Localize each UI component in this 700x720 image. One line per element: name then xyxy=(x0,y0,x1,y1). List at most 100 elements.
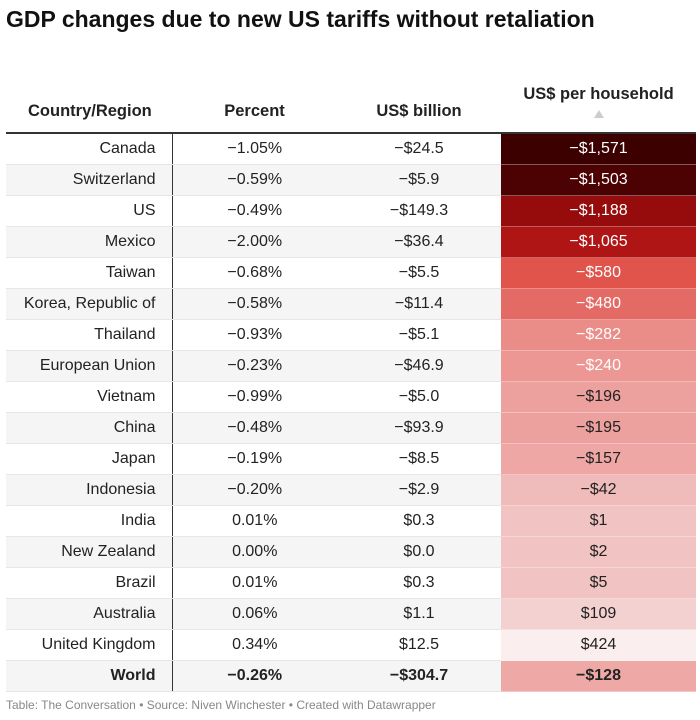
cell-billion: $0.3 xyxy=(337,505,501,537)
table-row: Thailand −0.93% −$5.1 −$282 xyxy=(6,319,696,351)
cell-household: −$42 xyxy=(501,474,696,506)
cell-household: −$157 xyxy=(501,443,696,475)
table-row: Brazil 0.01% $0.3 $5 xyxy=(6,567,696,599)
cell-country: Thailand xyxy=(6,319,173,351)
cell-country: US xyxy=(6,195,173,227)
cell-billion: −$24.5 xyxy=(337,133,501,165)
footer-credits: Table: The Conversation • Source: Niven … xyxy=(6,698,436,712)
cell-billion: −$304.7 xyxy=(337,660,501,692)
table-row: Taiwan −0.68% −$5.5 −$580 xyxy=(6,257,696,289)
cell-billion: −$5.0 xyxy=(337,381,501,413)
column-header-household[interactable]: US$ per household xyxy=(501,58,696,134)
chart-title: GDP changes due to new US tariffs withou… xyxy=(6,6,595,32)
cell-percent: −0.58% xyxy=(172,288,337,320)
cell-country: United Kingdom xyxy=(6,629,173,661)
table-row: European Union −0.23% −$46.9 −$240 xyxy=(6,350,696,382)
table-row: Vietnam −0.99% −$5.0 −$196 xyxy=(6,381,696,413)
cell-percent: 0.01% xyxy=(172,567,337,599)
cell-billion: −$8.5 xyxy=(337,443,501,475)
cell-percent: 0.00% xyxy=(172,536,337,568)
table-row: US −0.49% −$149.3 −$1,188 xyxy=(6,195,696,227)
cell-percent: −0.99% xyxy=(172,381,337,413)
cell-country: India xyxy=(6,505,173,537)
cell-billion: −$11.4 xyxy=(337,288,501,320)
cell-country: Korea, Republic of xyxy=(6,288,173,320)
column-header-household-label: US$ per household xyxy=(523,85,674,103)
table-row: Canada −1.05% −$24.5 −$1,571 xyxy=(6,133,696,165)
cell-household: $424 xyxy=(501,629,696,661)
table-row: World −0.26% −$304.7 −$128 xyxy=(6,660,696,692)
cell-country: Vietnam xyxy=(6,381,173,413)
cell-household: $109 xyxy=(501,598,696,630)
cell-country: Mexico xyxy=(6,226,173,258)
column-header-percent[interactable]: Percent xyxy=(172,58,337,134)
cell-country: European Union xyxy=(6,350,173,382)
cell-percent: 0.34% xyxy=(172,629,337,661)
cell-household: $2 xyxy=(501,536,696,568)
cell-household: −$1,571 xyxy=(501,133,696,165)
cell-household: $1 xyxy=(501,505,696,537)
cell-country: Brazil xyxy=(6,567,173,599)
cell-percent: −0.49% xyxy=(172,195,337,227)
cell-billion: −$5.9 xyxy=(337,164,501,196)
cell-household: −$480 xyxy=(501,288,696,320)
cell-billion: $12.5 xyxy=(337,629,501,661)
cell-household: −$1,188 xyxy=(501,195,696,227)
table-row: Switzerland −0.59% −$5.9 −$1,503 xyxy=(6,164,696,196)
cell-household: −$1,065 xyxy=(501,226,696,258)
cell-billion: −$5.1 xyxy=(337,319,501,351)
cell-country: Indonesia xyxy=(6,474,173,506)
cell-country: Switzerland xyxy=(6,164,173,196)
cell-billion: $0.0 xyxy=(337,536,501,568)
cell-household: $5 xyxy=(501,567,696,599)
cell-country: Australia xyxy=(6,598,173,630)
cell-household: −$196 xyxy=(501,381,696,413)
cell-household: −$128 xyxy=(501,660,696,692)
table-row: United Kingdom 0.34% $12.5 $424 xyxy=(6,629,696,661)
table-row: New Zealand 0.00% $0.0 $2 xyxy=(6,536,696,568)
cell-percent: −0.59% xyxy=(172,164,337,196)
cell-household: −$580 xyxy=(501,257,696,289)
cell-country: Canada xyxy=(6,133,173,165)
data-table: Country/Region Percent US$ billion US$ p… xyxy=(6,58,696,692)
cell-billion: −$2.9 xyxy=(337,474,501,506)
table-row: China −0.48% −$93.9 −$195 xyxy=(6,412,696,444)
cell-percent: 0.06% xyxy=(172,598,337,630)
cell-percent: −0.23% xyxy=(172,350,337,382)
cell-percent: −1.05% xyxy=(172,133,337,165)
cell-percent: 0.01% xyxy=(172,505,337,537)
cell-household: −$195 xyxy=(501,412,696,444)
cell-country: China xyxy=(6,412,173,444)
cell-household: −$240 xyxy=(501,350,696,382)
cell-country: Japan xyxy=(6,443,173,475)
table-row: Australia 0.06% $1.1 $109 xyxy=(6,598,696,630)
cell-percent: −0.19% xyxy=(172,443,337,475)
cell-household: −$1,503 xyxy=(501,164,696,196)
table-row: India 0.01% $0.3 $1 xyxy=(6,505,696,537)
header-row: Country/Region Percent US$ billion US$ p… xyxy=(6,58,696,134)
cell-country: World xyxy=(6,660,173,692)
table-row: Mexico −2.00% −$36.4 −$1,065 xyxy=(6,226,696,258)
cell-country: Taiwan xyxy=(6,257,173,289)
table-row: Indonesia −0.20% −$2.9 −$42 xyxy=(6,474,696,506)
cell-billion: −$149.3 xyxy=(337,195,501,227)
cell-billion: −$36.4 xyxy=(337,226,501,258)
cell-percent: −0.20% xyxy=(172,474,337,506)
cell-country: New Zealand xyxy=(6,536,173,568)
table-row: Korea, Republic of −0.58% −$11.4 −$480 xyxy=(6,288,696,320)
table-body: Canada −1.05% −$24.5 −$1,571 Switzerland −0.5… xyxy=(6,133,696,692)
cell-billion: −$93.9 xyxy=(337,412,501,444)
column-header-billion[interactable]: US$ billion xyxy=(337,58,501,134)
cell-household: −$282 xyxy=(501,319,696,351)
cell-percent: −0.68% xyxy=(172,257,337,289)
sort-ascending-icon[interactable] xyxy=(593,110,604,118)
cell-billion: $0.3 xyxy=(337,567,501,599)
cell-percent: −0.48% xyxy=(172,412,337,444)
cell-percent: −0.93% xyxy=(172,319,337,351)
cell-percent: −0.26% xyxy=(172,660,337,692)
cell-billion: $1.1 xyxy=(337,598,501,630)
cell-billion: −$5.5 xyxy=(337,257,501,289)
cell-percent: −2.00% xyxy=(172,226,337,258)
column-header-country[interactable]: Country/Region xyxy=(6,58,172,134)
cell-billion: −$46.9 xyxy=(337,350,501,382)
